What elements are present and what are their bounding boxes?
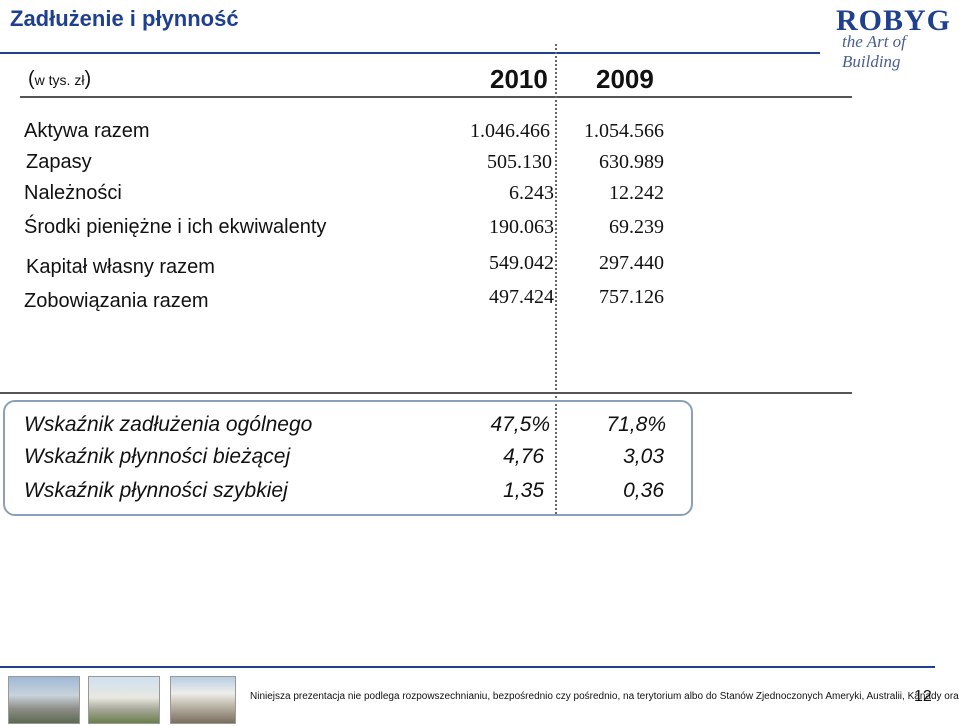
value-2009: 630.989 [599,151,664,173]
robyg-logo: ROBYG the Art of Building [836,4,954,71]
building-photo [88,676,160,724]
value-2009: 69.239 [609,216,664,238]
ratio-value-2009: 3,03 [623,445,664,468]
value-2010: 190.063 [489,216,554,238]
row-label: Kapitał własny razem [26,256,215,278]
unit-label: (w tys. zł) [28,68,91,91]
ratio-label: Wskaźnik płynności szybkiej [24,479,288,502]
page-number: 12 [914,688,932,705]
footer-divider [0,666,935,668]
ratio-label: Wskaźnik płynności bieżącej [24,445,291,468]
column-divider [555,44,557,514]
row-label: Zapasy [26,151,92,173]
year-2010-header: 2010 [490,64,548,94]
logo-brand: ROBYG [836,4,952,37]
value-2009: 297.440 [599,252,664,274]
row-label: Aktywa razem [24,120,150,142]
ratio-value-2009: 0,36 [623,479,664,502]
ratio-label: Wskaźnik zadłużenia ogólnego [24,413,313,436]
value-2009: 12.242 [609,182,664,204]
value-2010: 6.243 [509,182,554,204]
unit-text: w tys. zł [34,72,85,88]
value-2010: 1.046.466 [470,120,550,142]
building-photo [8,676,80,724]
logo-tagline: the Art of Building [842,32,906,71]
year-2009-header: 2009 [596,64,654,94]
row-label: Środki pieniężne i ich ekwiwalenty [24,216,327,238]
value-2010: 497.424 [489,286,554,308]
building-photo [170,676,236,724]
value-2009: 1.054.566 [584,120,664,142]
value-2010: 505.130 [487,151,552,173]
row-label: Zobowiązania razem [24,290,209,312]
unit-close: ) [84,68,92,90]
ratio-value-2010: 4,76 [503,445,544,468]
ratio-value-2009: 71,8% [606,413,666,436]
value-2009: 757.126 [599,286,664,308]
table-header-divider [20,96,852,98]
section-divider [0,392,852,394]
row-label: Należności [24,182,122,204]
page-title: Zadłużenie i płynność [10,6,239,31]
header-divider [0,52,820,54]
footer-disclaimer: Niniejsza prezentacja nie podlega rozpow… [250,691,959,702]
unit-open: ( [28,68,35,90]
ratio-value-2010: 47,5% [490,413,550,436]
value-2010: 549.042 [489,252,554,274]
ratio-value-2010: 1,35 [503,479,544,502]
ratios-box [3,400,693,516]
